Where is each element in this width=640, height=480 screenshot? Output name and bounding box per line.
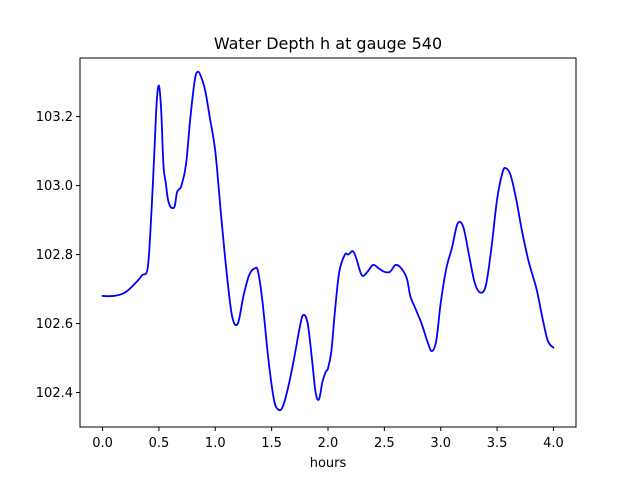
- x-tick-label: 0.5: [149, 436, 170, 451]
- x-tick-label: 3.0: [430, 436, 451, 451]
- x-tick-label: 0.0: [92, 436, 113, 451]
- x-tick-label: 3.5: [487, 436, 508, 451]
- x-tick-label: 2.5: [374, 436, 395, 451]
- y-tick-label: 102.6: [36, 317, 73, 332]
- x-tick-label: 1.5: [261, 436, 282, 451]
- plot-area: [101, 70, 555, 412]
- y-tick-label: 102.4: [36, 386, 73, 401]
- y-tick-label: 102.8: [36, 248, 73, 263]
- chart-title: Water Depth h at gauge 540: [214, 34, 442, 53]
- y-axis: 102.4 102.6 102.8 103.0 103.2: [36, 110, 80, 401]
- y-tick-label: 103.2: [36, 110, 73, 125]
- x-axis: 0.0 0.5 1.0 1.5 2.0 2.5 3.0 3.5 4.0: [92, 427, 564, 451]
- x-tick-label: 2.0: [318, 436, 339, 451]
- series-line: [101, 70, 555, 412]
- x-tick-label: 1.0: [205, 436, 226, 451]
- x-tick-label: 4.0: [543, 436, 564, 451]
- y-tick-label: 103.0: [36, 179, 73, 194]
- x-axis-label: hours: [310, 456, 347, 471]
